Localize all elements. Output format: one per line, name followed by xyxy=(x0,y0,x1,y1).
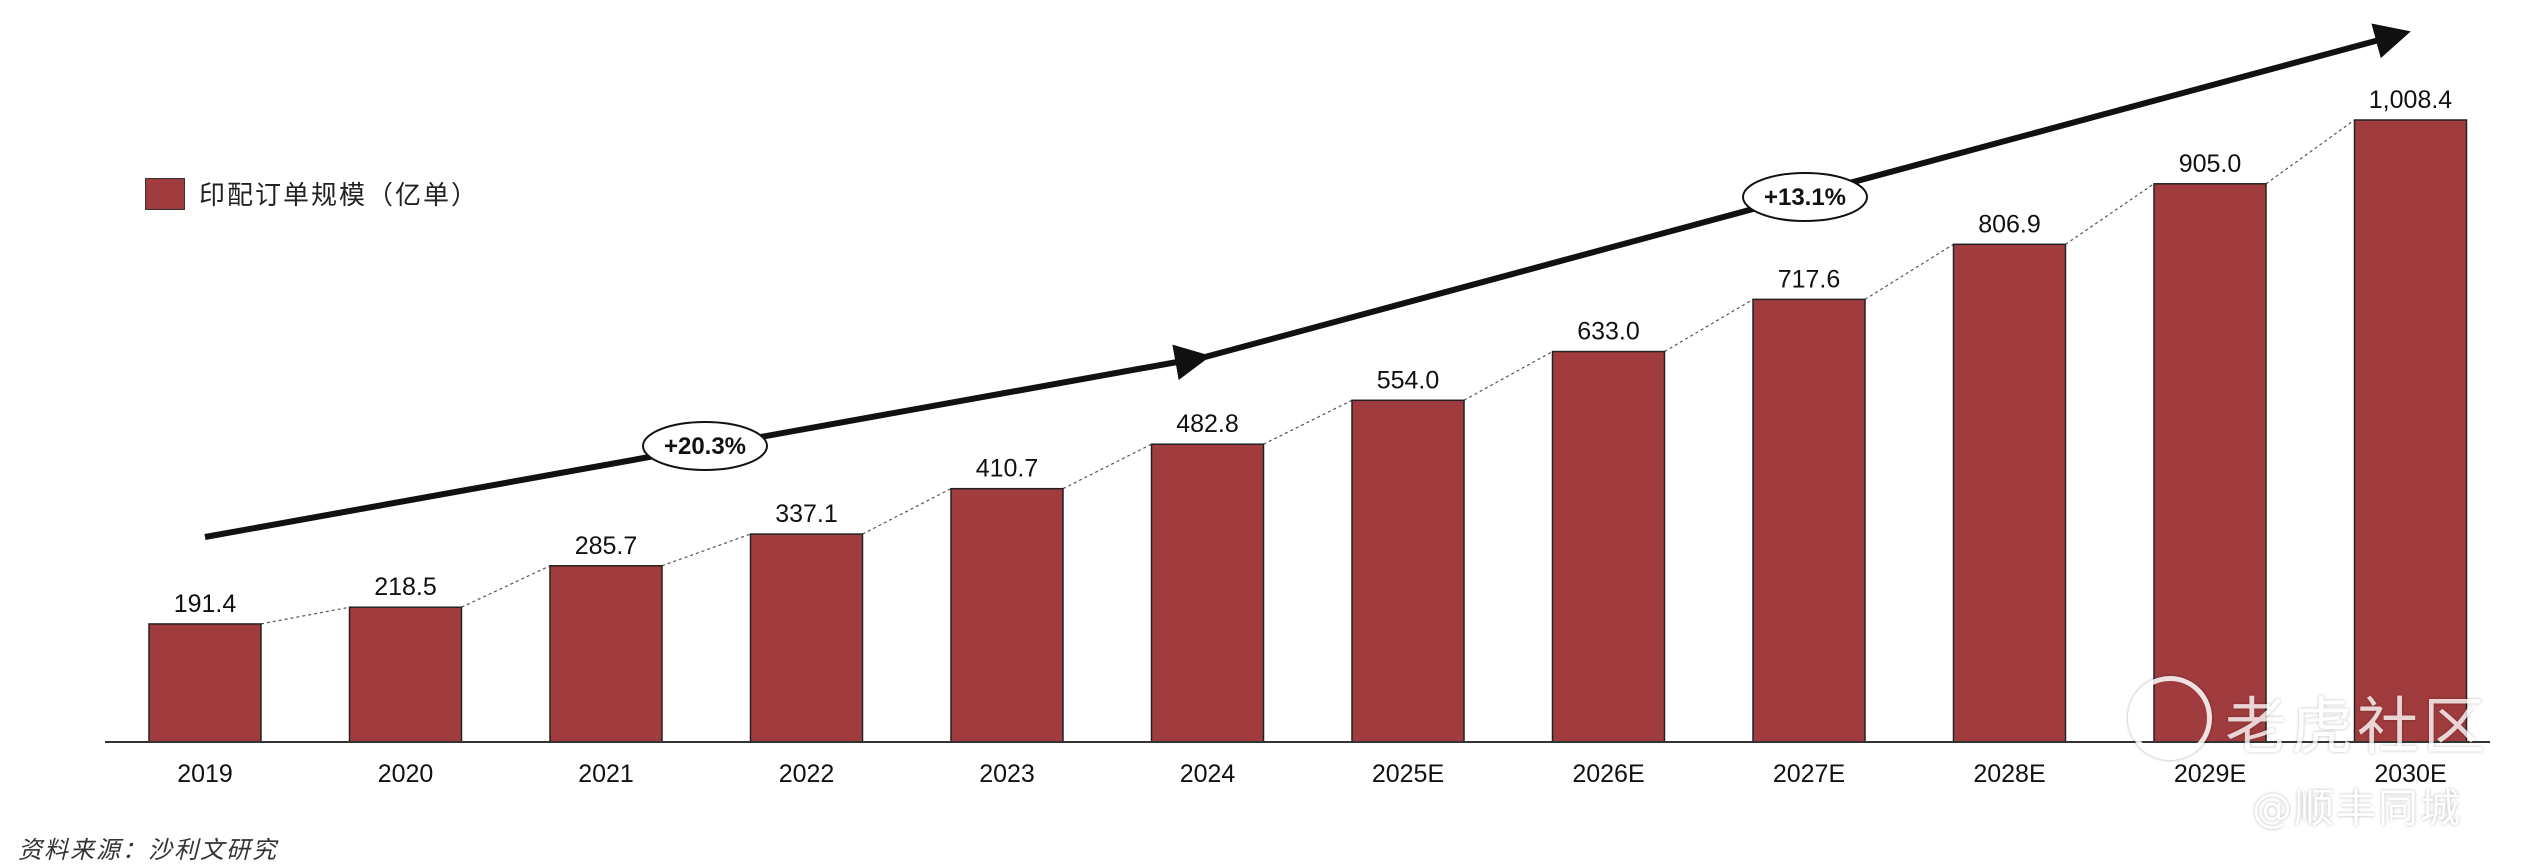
legend: 印配订单规模（亿单） xyxy=(145,175,479,212)
x-tick-2022: 2022 xyxy=(779,760,835,788)
cagr-annotations: +20.3% +13.1% xyxy=(642,172,1868,471)
value-labels: 191.4 218.5 285.7 337.1 410.7 482.8 554.0 633.0… xyxy=(174,86,2453,618)
x-tick-2023: 2023 xyxy=(979,760,1035,788)
bar-2019 xyxy=(148,623,262,743)
legend-label: 印配订单规模（亿单） xyxy=(199,181,480,211)
value-label-2021: 285.7 xyxy=(575,532,638,560)
x-tick-2028E: 2028E xyxy=(1973,760,2045,788)
x-tick-2030E: 2030E xyxy=(2374,760,2446,788)
cagr-label-0: +20.3% xyxy=(664,433,746,460)
bar-connector-lines xyxy=(260,119,2355,625)
bars xyxy=(148,119,2468,743)
bar-2030E xyxy=(2353,119,2468,743)
value-label-2026E: 633.0 xyxy=(1577,318,1640,346)
bar-2020 xyxy=(348,606,463,743)
cagr-label-1: +13.1% xyxy=(1764,184,1846,211)
watermark-handle: @顺丰同城 xyxy=(2252,786,2462,832)
cagr-ellipse-1 xyxy=(1742,172,1868,222)
bar-2021 xyxy=(549,565,663,743)
value-label-2027E: 717.6 xyxy=(1778,265,1841,293)
x-tick-2020: 2020 xyxy=(378,760,434,788)
legend-swatch xyxy=(145,177,185,210)
value-label-2028E: 806.9 xyxy=(1978,210,2041,238)
value-label-2025E: 554.0 xyxy=(1377,366,1440,394)
cagr-ellipse-0 xyxy=(642,421,768,471)
bar-2022 xyxy=(749,533,864,743)
connector-2020 xyxy=(461,565,551,608)
connector-2029E xyxy=(2265,119,2355,185)
connector-2025E xyxy=(1463,351,1553,401)
x-tick-2026E: 2026E xyxy=(1572,760,1644,788)
x-tick-2019: 2019 xyxy=(177,760,233,788)
x-tick-2024: 2024 xyxy=(1180,760,1236,788)
connector-2023 xyxy=(1062,443,1152,490)
bar-2029E xyxy=(2153,183,2267,743)
value-label-2019: 191.4 xyxy=(174,590,237,618)
bar-2023 xyxy=(950,487,1064,743)
x-tick-2029E: 2029E xyxy=(2174,760,2246,788)
connector-2027E xyxy=(1864,243,1954,300)
connector-2021 xyxy=(661,533,751,567)
value-label-2030E: 1,008.4 xyxy=(2369,86,2453,114)
bar-2026E xyxy=(1551,350,1666,743)
connector-2022 xyxy=(862,488,952,535)
bar-2027E xyxy=(1752,298,1866,743)
connector-2028E xyxy=(2065,183,2155,245)
connector-2024 xyxy=(1263,399,1353,445)
x-tick-labels: 2019 2020 2021 2022 2023 2024 2025E 2026E 2027E 2… xyxy=(177,760,2446,788)
value-label-2023: 410.7 xyxy=(976,455,1039,483)
connector-2026E xyxy=(1664,298,1754,353)
bar-2024 xyxy=(1150,443,1265,743)
value-label-2029E: 905.0 xyxy=(2179,150,2242,178)
x-tick-2021: 2021 xyxy=(578,760,634,788)
growth-trend-arrows xyxy=(204,23,2411,540)
source-note: 资料来源：沙利文研究 xyxy=(18,836,278,864)
value-label-2022: 337.1 xyxy=(775,500,838,528)
connector-2019 xyxy=(260,606,350,625)
bar-2028E xyxy=(1952,243,2067,743)
tiger-logo-icon xyxy=(2128,676,2212,760)
x-tick-2027E: 2027E xyxy=(1773,760,1845,788)
bar-2025E xyxy=(1351,399,1465,743)
value-label-2020: 218.5 xyxy=(374,573,437,601)
watermark-text: 老虎社区 xyxy=(2225,690,2490,763)
value-label-2024: 482.8 xyxy=(1176,410,1239,438)
x-tick-2025E: 2025E xyxy=(1372,760,1444,788)
